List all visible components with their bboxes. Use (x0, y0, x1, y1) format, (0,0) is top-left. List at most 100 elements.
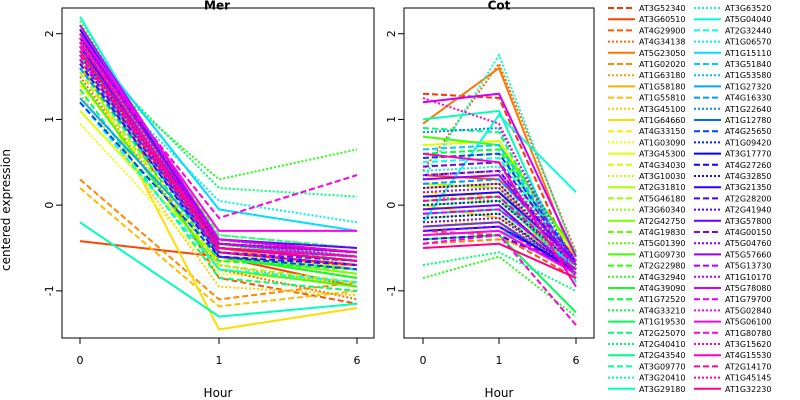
x-axis-label: Hour (485, 386, 514, 400)
legend-item: AT4G00150 (694, 228, 771, 237)
legend-item: AT3G10030 (608, 172, 685, 181)
legend-label: AT1G63180 (639, 71, 685, 80)
legend-item: AT5G04760 (694, 239, 771, 248)
legend-item: AT1G32230 (694, 385, 771, 394)
legend-label: AT2G31810 (639, 183, 685, 192)
panel-cot: Cot -1 0 1 2 0 1 6 Hour (385, 0, 595, 400)
legend-label: AT4G19830 (639, 228, 685, 237)
series-group (79, 16, 358, 331)
x-tick-label: 1 (216, 354, 223, 367)
legend-label: AT1G79700 (725, 295, 771, 304)
legend-item: AT1G02020 (608, 60, 685, 69)
series-line (422, 97, 577, 279)
y-tick-label: 2 (43, 30, 56, 37)
series-line (79, 37, 358, 262)
legend-label: AT1G64660 (639, 116, 685, 125)
series-line (422, 148, 577, 266)
legend-label: AT2G43540 (639, 351, 685, 360)
legend-label: AT2G41940 (725, 206, 771, 215)
series-line (422, 178, 577, 262)
legend-item: AT3G09770 (608, 362, 685, 371)
legend-item: AT3G45100 (608, 105, 685, 114)
legend-label: AT1G32230 (725, 385, 771, 394)
legend-label: AT3G57800 (725, 217, 771, 226)
legend-label: AT4G32940 (639, 273, 685, 282)
series-line (422, 221, 577, 271)
legend-label: AT5G04760 (725, 239, 771, 248)
legend-item: AT2G25070 (608, 329, 685, 338)
series-line (79, 101, 358, 284)
legend-item: AT4G33150 (608, 127, 685, 136)
legend-item: AT3G52340 (608, 4, 685, 13)
legend-label: AT2G40410 (639, 340, 685, 349)
legend-item: AT3G51840 (694, 60, 771, 69)
legend-item: AT4G39090 (608, 284, 685, 293)
series-group (422, 52, 577, 326)
series-line (422, 204, 577, 275)
legend-label: AT3G10030 (639, 172, 685, 181)
legend-item: AT3G29180 (608, 385, 685, 394)
legend-label: AT2G14170 (725, 362, 771, 371)
x-axis-label: Hour (204, 386, 233, 400)
series-line (79, 187, 358, 308)
series-line (79, 63, 358, 267)
legend-item: AT4G34138 (608, 38, 685, 47)
x-tick-label: 0 (420, 354, 427, 367)
series-line (79, 71, 358, 284)
legend-label: AT5G78080 (725, 284, 771, 293)
legend-label: AT3G45300 (639, 150, 685, 159)
legend-label: AT3G60510 (639, 15, 685, 24)
legend-item: AT2G14170 (694, 362, 771, 371)
legend-item: AT2G41940 (694, 206, 771, 215)
legend-item: AT5G02840 (694, 306, 771, 315)
legend-label: AT1G03090 (639, 138, 685, 147)
plot-frame (61, 7, 375, 339)
legend-label: AT1G10170 (725, 273, 771, 282)
legend-item: AT1G22640 (694, 105, 771, 114)
y-tick-label: 2 (385, 30, 398, 37)
legend-label: AT1G12780 (725, 116, 771, 125)
panels-layer: Mer -1 0 1 2 0 1 6 Hour Cot -1 0 1 2 0 1 6 Hour (43, 0, 595, 400)
legend-label: AT5G23050 (639, 49, 685, 58)
legend-label: AT3G52340 (639, 4, 685, 13)
series-line (422, 66, 577, 266)
legend-item: AT2G42750 (608, 217, 685, 226)
legend-label: AT2G22980 (639, 262, 685, 271)
legend-item: AT3G60340 (608, 206, 685, 215)
legend-label: AT3G29180 (639, 385, 685, 394)
legend-item: AT1G72520 (608, 295, 685, 304)
legend-label: AT4G27260 (725, 161, 771, 170)
legend-label: AT1G58180 (639, 82, 685, 91)
legend-label: AT5G01390 (639, 239, 685, 248)
legend-label: AT3G45100 (639, 105, 685, 114)
legend-label: AT1G27320 (725, 82, 771, 91)
legend: AT3G52340 AT3G60510 AT4G29900 AT4G34138 AT5G… (608, 4, 771, 394)
series-line (422, 225, 577, 275)
legend-label: AT4G00150 (725, 228, 771, 237)
y-tick-label: 0 (43, 202, 56, 209)
series-line (422, 126, 577, 266)
series-line (422, 229, 577, 275)
legend-item: AT1G64660 (608, 116, 685, 125)
legend-item: AT4G32940 (608, 273, 685, 282)
legend-item: AT4G19830 (608, 228, 685, 237)
series-line (422, 199, 577, 266)
series-line (422, 182, 577, 266)
series-line (79, 33, 358, 262)
series-line (422, 242, 577, 279)
series-line (422, 92, 577, 270)
legend-label: AT3G20410 (639, 374, 685, 383)
legend-item: AT1G03090 (608, 138, 685, 147)
legend-item: AT5G13730 (694, 262, 771, 271)
legend-label: AT5G04040 (725, 15, 771, 24)
legend-item: AT1G15110 (694, 49, 771, 58)
legend-label: AT4G34030 (639, 161, 685, 170)
panel-title: Cot (488, 0, 511, 13)
x-tick-label: 1 (496, 354, 503, 367)
legend-item: AT4G33210 (608, 306, 685, 315)
legend-item: AT1G27320 (694, 82, 771, 91)
series-line (79, 33, 357, 232)
legend-item: AT4G27260 (694, 161, 771, 170)
legend-item: AT1G06570 (694, 38, 771, 47)
series-line (422, 195, 577, 266)
